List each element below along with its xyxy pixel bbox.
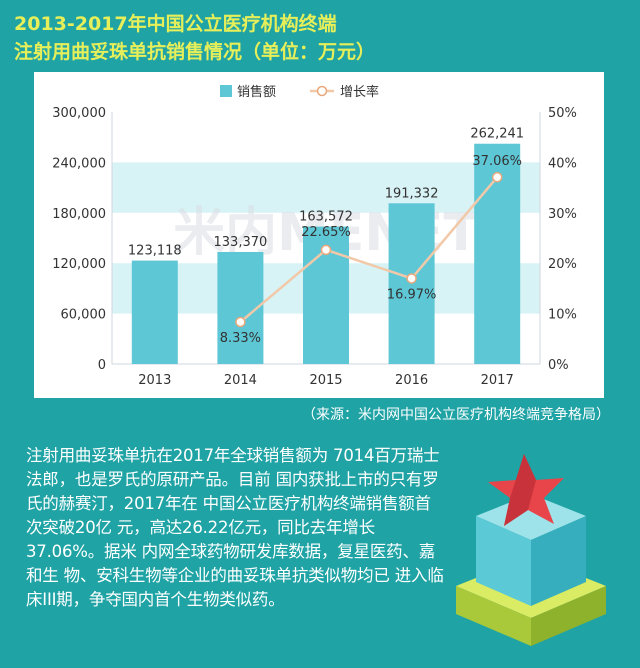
chart-card: 米内MENET060,000120,000180,000240,000300,0… [34,72,604,398]
growth-point-2016 [406,273,417,284]
description-text: 注射用曲妥珠单抗在2017年全球销售额为 7014百万瑞士法郎，也是罗氏的原研产… [26,444,446,612]
y-left-tick-label: 0 [98,358,106,373]
bar-2013 [131,260,178,364]
x-tick-label: 2014 [224,373,257,388]
bar-data-label: 262,241 [470,127,524,142]
chart-title-line-2: 注射用曲妥珠单抗销售情况（单位：万元） [14,41,376,63]
description-line: 国内获批上市的只有罗氏的赫赛汀，2017年在 [26,470,439,513]
star-on-cube-icon [456,454,606,646]
growth-rate-line [239,176,499,323]
growth-point-2014 [235,316,246,328]
grid-band [112,162,540,213]
legend-bar-label: 销售额 [237,84,276,100]
description-line: 进入临床III期，争夺国内首个生物类似药。 [26,566,444,609]
y-left-tick-label: 120,000 [52,257,106,272]
description-line: 注射用曲妥珠单抗在2017年全球销售额为 [26,446,328,465]
source-note: （来源：米内网中国公立医疗机构终端竞争格局） [302,407,610,423]
bar-data-label: 163,572 [299,210,353,225]
y-right-tick-label: 30% [548,207,577,222]
x-tick-label: 2017 [481,373,514,388]
growth-point-2017 [491,171,503,183]
growth-data-label: 8.33% [220,331,261,346]
description-line: 7014百万瑞士法郎，也是罗氏的原研产品。目前 [26,446,440,489]
description-line: 元，高达26.22亿元，同比去年增长37.06%。据米 [26,518,375,561]
bar-data-label: 133,370 [214,235,268,250]
y-right-tick-label: 0% [548,358,569,373]
chart-title: 2013-2017年中国公立医疗机构终端 注射用曲妥珠单抗销售情况（单位：万元） [14,10,375,66]
description-line: 物、安科生物等企业的曲妥珠单抗类似物均已 [63,566,390,585]
x-tick-label: 2015 [309,373,342,388]
x-tick-label: 2016 [395,373,428,388]
y-left-tick-label: 180,000 [52,207,106,222]
bar-data-label: 123,118 [128,244,182,259]
y-left-tick-label: 300,000 [52,106,106,121]
legend-line-label: 增长率 [340,84,379,100]
x-tick-label: 2013 [138,373,171,388]
combo-chart: 米内MENET060,000120,000180,000240,000300,0… [52,84,577,388]
chart-title-line-1: 2013-2017年中国公立医疗机构终端 [14,13,337,35]
bar-data-label: 191,332 [385,186,439,201]
y-left-tick-label: 240,000 [52,156,106,171]
legend-bar-swatch [220,85,232,97]
description-line: 内网全球药物研发库数据，复星医药、嘉和生 [26,542,436,585]
growth-data-label: 22.65% [301,225,351,240]
growth-point-2015 [320,244,332,256]
y-right-tick-label: 10% [548,308,577,323]
description-line: 中国公立医疗机构终端销售额首次突破20亿 [26,494,431,537]
legend-line-marker [316,85,328,97]
growth-data-label: 16.97% [387,287,437,302]
y-left-tick-label: 60,000 [61,308,107,323]
y-right-tick-label: 40% [548,156,577,171]
y-right-tick-label: 20% [548,257,577,272]
y-right-tick-label: 50% [548,106,577,121]
growth-data-label: 37.06% [472,154,522,169]
